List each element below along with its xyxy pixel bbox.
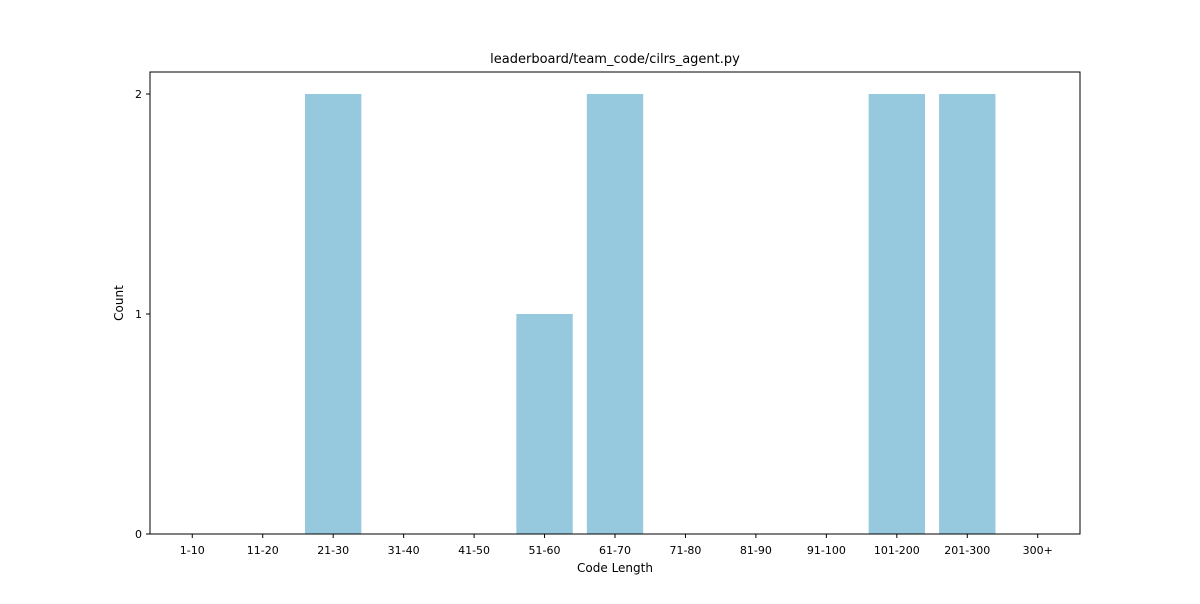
y-tick-label: 1: [135, 308, 142, 321]
x-tick-label: 31-40: [388, 544, 420, 557]
bar-51-60: [516, 314, 573, 534]
y-axis-label: Count: [112, 285, 126, 321]
x-tick-label: 91-100: [807, 544, 846, 557]
x-tick-label: 71-80: [669, 544, 701, 557]
x-tick-label: 81-90: [740, 544, 772, 557]
bar-201-300: [939, 94, 996, 534]
x-axis: 1-10 11-20 21-30 31-40 41-50 51-60 61-70 71-80 8…: [180, 534, 1053, 557]
bar-61-70: [586, 94, 644, 534]
x-tick-label: 101-200: [874, 544, 920, 557]
y-tick-label: 0: [135, 528, 142, 541]
x-tick-label: 41-50: [458, 544, 490, 557]
y-tick-label: 2: [135, 88, 142, 101]
x-tick-label: 1-10: [180, 544, 205, 557]
x-tick-label: 51-60: [529, 544, 561, 557]
chart-title: leaderboard/team_code/cilrs_agent.py: [490, 52, 740, 67]
bars-group: [305, 94, 996, 534]
x-axis-label: Code Length: [577, 561, 653, 575]
x-tick-label: 11-20: [247, 544, 279, 557]
bar-21-30: [305, 94, 362, 534]
bar-101-200: [868, 94, 925, 534]
x-tick-label: 61-70: [599, 544, 631, 557]
x-tick-label: 21-30: [317, 544, 349, 557]
x-tick-label: 300+: [1023, 544, 1053, 557]
y-axis: 0 1 2: [135, 88, 150, 541]
x-tick-label: 201-300: [944, 544, 990, 557]
